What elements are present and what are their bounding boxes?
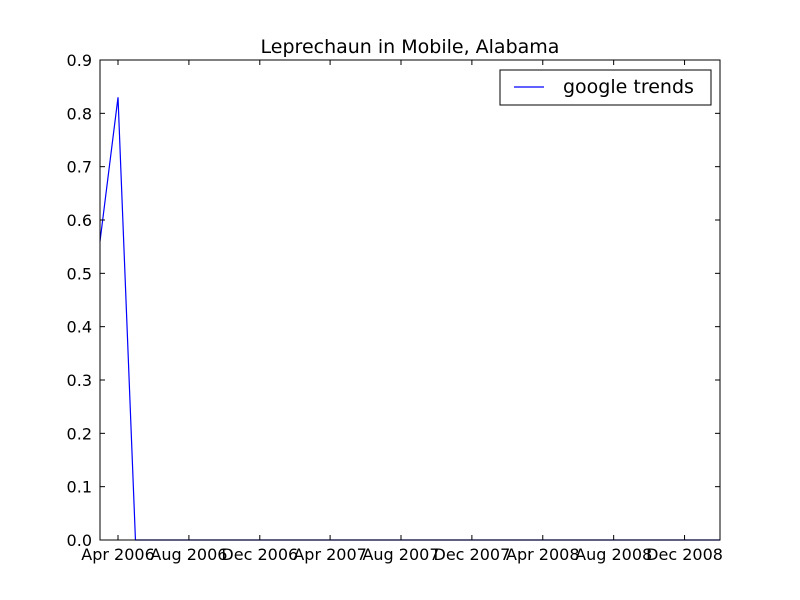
y-tick-label: 0.0 xyxy=(67,531,92,550)
y-tick-label: 0.4 xyxy=(67,318,92,337)
y-tick-label: 0.8 xyxy=(67,104,92,123)
x-tick-label: Aug 2008 xyxy=(575,545,652,564)
y-tick-label: 0.1 xyxy=(67,478,92,497)
axes-frame xyxy=(99,59,721,541)
x-tick-label: Dec 2008 xyxy=(646,545,723,564)
x-tick-label: Apr 2008 xyxy=(506,545,579,564)
x-tick-label: Aug 2007 xyxy=(362,545,439,564)
x-tick-label: Dec 2006 xyxy=(221,545,298,564)
y-tick-label: 0.6 xyxy=(67,211,92,230)
y-tick-label: 0.5 xyxy=(67,264,92,283)
y-tick-label: 0.7 xyxy=(67,158,92,177)
y-tick-label: 0.2 xyxy=(67,424,92,443)
x-tick-label: Dec 2007 xyxy=(434,545,511,564)
y-tick-label: 0.9 xyxy=(67,51,92,70)
chart-title: Leprechaun in Mobile, Alabama xyxy=(261,36,560,58)
x-tick-label: Aug 2006 xyxy=(150,545,227,564)
x-tick-label: Apr 2006 xyxy=(81,545,154,564)
x-tick-label: Apr 2007 xyxy=(293,545,366,564)
legend-label: google trends xyxy=(563,76,694,98)
y-tick-label: 0.3 xyxy=(67,371,92,390)
legend: google trends xyxy=(499,69,712,106)
